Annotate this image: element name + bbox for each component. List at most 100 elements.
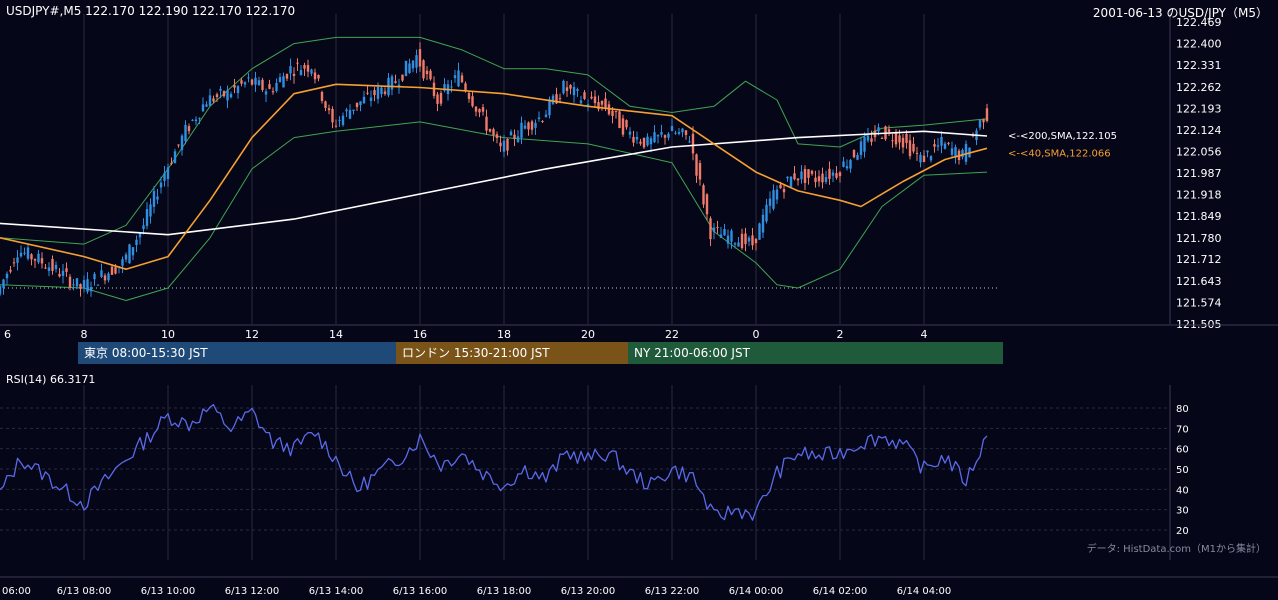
time-tick-label: 6/13 08:00 xyxy=(57,586,111,597)
candle-body xyxy=(429,70,432,80)
candle-body xyxy=(264,91,268,95)
candle-body xyxy=(947,142,950,144)
candle-body xyxy=(688,141,691,143)
candle-body xyxy=(173,151,177,164)
candle-body xyxy=(285,74,289,79)
candle-body xyxy=(124,254,128,260)
candle-body xyxy=(215,94,219,97)
candle-body xyxy=(282,76,285,88)
candle-body xyxy=(166,167,170,180)
candle-body xyxy=(922,155,926,163)
candle-body xyxy=(810,170,814,174)
candle-body xyxy=(5,273,9,279)
candle-body xyxy=(306,65,310,72)
candle-body xyxy=(877,127,880,132)
candle-body xyxy=(191,119,194,121)
candle-body xyxy=(422,60,425,79)
candle-body xyxy=(516,136,520,142)
candle-body xyxy=(765,204,768,222)
candle-body xyxy=(390,76,394,90)
hour-tick-label: 4 xyxy=(921,328,928,341)
candle-body xyxy=(576,89,579,91)
candle-body xyxy=(89,287,93,292)
session-london-bar: ロンドン 15:30-21:00 JST xyxy=(396,342,628,364)
candle-body xyxy=(908,140,912,157)
candle-body xyxy=(891,140,894,142)
candle-body xyxy=(485,116,488,131)
time-tick-label: 6/13 16:00 xyxy=(393,586,447,597)
hour-tick-label: 8 xyxy=(81,328,88,341)
candle-body xyxy=(684,130,688,135)
candle-body xyxy=(635,136,639,140)
candle-body xyxy=(96,284,100,286)
candle-body xyxy=(565,87,569,91)
candle-body xyxy=(86,279,89,292)
bollinger-upper-line xyxy=(0,36,988,245)
candle-body xyxy=(859,141,863,156)
candle-body xyxy=(44,267,47,269)
rsi-tick-label: 30 xyxy=(1176,506,1189,517)
candle-body xyxy=(219,88,222,91)
candle-body xyxy=(19,252,23,257)
candle-body xyxy=(16,257,19,263)
candle-body xyxy=(544,114,548,118)
candle-body xyxy=(30,254,33,260)
candle-body xyxy=(898,135,901,143)
candle-body xyxy=(768,198,772,206)
candle-body xyxy=(950,148,954,155)
candle-body xyxy=(842,161,845,167)
candle-body xyxy=(9,269,12,272)
candle-body xyxy=(723,229,726,236)
candle-body xyxy=(0,285,2,295)
candle-body xyxy=(415,55,418,68)
candle-body xyxy=(457,70,460,87)
price-tick-label: 121.712 xyxy=(1176,253,1222,266)
candle-body xyxy=(397,84,401,87)
candle-body xyxy=(614,110,618,113)
candle-body xyxy=(187,126,191,132)
time-tick-label: 6/13 14:00 xyxy=(309,586,363,597)
price-tick-label: 121.780 xyxy=(1176,232,1222,245)
axis-layer: 6 8 10 12 14 16 18 20 22 0 2 4 122.469 122.400 122.331… xyxy=(0,10,1278,597)
candle-body xyxy=(835,173,838,178)
candle-body xyxy=(380,87,383,95)
candle-body xyxy=(513,134,516,139)
candle-body xyxy=(523,125,527,129)
candle-body xyxy=(401,74,404,81)
candle-body xyxy=(229,93,233,98)
candle-body xyxy=(369,97,373,102)
sma40-annotation: <-<40,SMA,122.066 xyxy=(1008,148,1111,159)
candle-body xyxy=(107,273,110,281)
candle-body xyxy=(383,91,387,94)
price-tick-label: 121.574 xyxy=(1176,296,1222,309)
candle-body xyxy=(338,119,341,121)
candle-body xyxy=(296,62,299,64)
candle-body xyxy=(838,172,842,177)
candle-body xyxy=(789,176,793,187)
candle-body xyxy=(198,117,201,119)
candle-body xyxy=(212,98,215,102)
candle-body xyxy=(583,92,586,99)
candle-body xyxy=(2,279,5,288)
candle-body xyxy=(495,134,499,139)
candle-body xyxy=(488,129,492,132)
hour-tick-label: 18 xyxy=(497,328,511,341)
candle-layer xyxy=(0,42,989,297)
candle-body xyxy=(551,95,555,104)
candle-body xyxy=(478,108,481,113)
candle-body xyxy=(205,104,208,107)
rsi-tick-label: 80 xyxy=(1176,404,1189,415)
candle-body xyxy=(149,204,152,217)
candle-body xyxy=(730,230,733,242)
time-tick-label: 6/14 02:00 xyxy=(813,586,867,597)
price-tick-label: 122.331 xyxy=(1176,59,1222,72)
candle-body xyxy=(796,178,800,181)
chart-title: 2001-06-13 のUSD/JPY（M5） xyxy=(1092,6,1268,20)
candle-body xyxy=(709,218,712,240)
candle-body xyxy=(184,124,187,142)
candle-body xyxy=(152,191,156,207)
candle-body xyxy=(887,129,891,132)
candle-body xyxy=(502,140,506,152)
candle-body xyxy=(222,91,226,97)
